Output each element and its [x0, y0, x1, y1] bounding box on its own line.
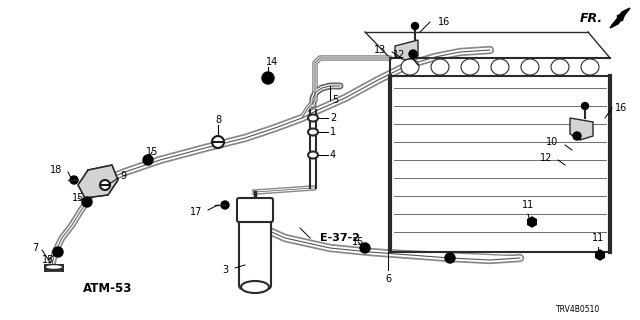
FancyBboxPatch shape [239, 208, 271, 289]
Ellipse shape [521, 59, 539, 75]
FancyBboxPatch shape [237, 198, 273, 222]
Text: 11: 11 [592, 233, 604, 243]
Text: 16: 16 [615, 103, 627, 113]
Circle shape [100, 180, 110, 190]
Ellipse shape [45, 265, 63, 269]
Text: 15: 15 [352, 237, 364, 247]
Polygon shape [596, 250, 604, 260]
Text: 4: 4 [330, 150, 336, 160]
Text: 5: 5 [332, 95, 339, 105]
Circle shape [360, 243, 370, 253]
Ellipse shape [401, 59, 419, 75]
Text: 15: 15 [42, 255, 54, 265]
Circle shape [221, 201, 229, 209]
Text: FR.: FR. [580, 12, 603, 25]
Text: 15: 15 [72, 193, 84, 203]
Circle shape [412, 22, 419, 29]
Text: 12: 12 [540, 153, 552, 163]
Text: 3: 3 [222, 265, 228, 275]
Ellipse shape [241, 281, 269, 293]
Polygon shape [570, 118, 593, 140]
Text: 17: 17 [189, 207, 202, 217]
Polygon shape [527, 217, 536, 227]
Text: E-37-2: E-37-2 [320, 233, 360, 243]
Ellipse shape [461, 59, 479, 75]
Text: 15: 15 [146, 147, 158, 157]
Ellipse shape [308, 151, 318, 158]
Circle shape [445, 253, 455, 263]
Text: 16: 16 [438, 17, 451, 27]
Circle shape [70, 176, 78, 184]
Ellipse shape [431, 59, 449, 75]
Ellipse shape [491, 59, 509, 75]
Polygon shape [610, 8, 630, 28]
Text: ATM-53: ATM-53 [83, 282, 132, 294]
Circle shape [82, 197, 92, 207]
Text: 1: 1 [330, 127, 336, 137]
Polygon shape [78, 165, 118, 198]
Circle shape [53, 247, 63, 257]
Ellipse shape [551, 59, 569, 75]
Circle shape [212, 136, 224, 148]
Text: 11: 11 [522, 200, 534, 210]
Text: TRV4B0510: TRV4B0510 [556, 306, 600, 315]
Text: 7: 7 [32, 243, 38, 253]
Circle shape [409, 50, 417, 58]
Text: 2: 2 [330, 113, 336, 123]
Circle shape [143, 155, 153, 165]
Circle shape [573, 132, 581, 140]
Text: 10: 10 [546, 137, 558, 147]
Text: 9: 9 [120, 171, 126, 181]
Text: 18: 18 [50, 165, 62, 175]
Text: 13: 13 [374, 45, 386, 55]
Polygon shape [395, 40, 418, 60]
Ellipse shape [581, 59, 599, 75]
Text: 6: 6 [385, 274, 391, 284]
Ellipse shape [308, 115, 318, 122]
Ellipse shape [308, 129, 318, 135]
Circle shape [582, 102, 589, 109]
Text: 12: 12 [392, 50, 405, 60]
Circle shape [262, 72, 274, 84]
Text: 14: 14 [266, 57, 278, 67]
Text: 8: 8 [215, 115, 221, 125]
